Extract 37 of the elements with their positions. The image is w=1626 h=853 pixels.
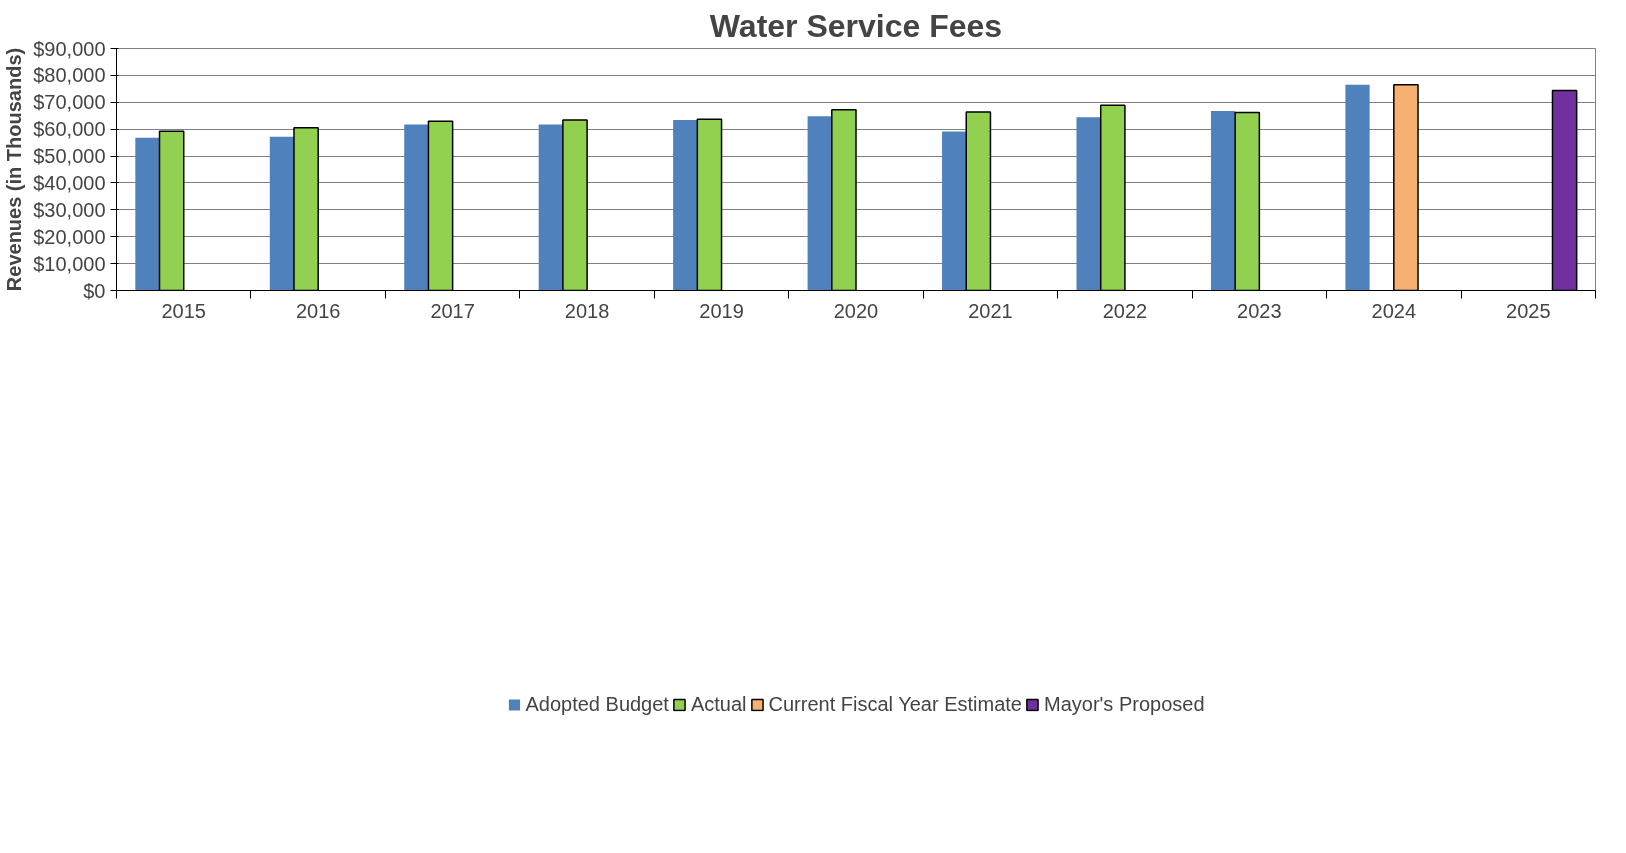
bar xyxy=(673,120,698,291)
bar xyxy=(1076,117,1101,291)
y-tick-label: $50,000 xyxy=(33,145,106,168)
bar xyxy=(942,131,967,291)
legend-label: Current Fiscal Year Estimate xyxy=(768,692,1022,716)
bar xyxy=(538,124,563,291)
x-tick-label: 2022 xyxy=(1102,299,1148,322)
y-tick-label: $20,000 xyxy=(33,225,106,248)
y-tick-label: $80,000 xyxy=(33,64,106,87)
y-tick-label: $90,000 xyxy=(33,37,106,60)
chart-title: Water Service Fees xyxy=(709,7,1003,44)
bar xyxy=(135,137,160,291)
x-tick-label: 2016 xyxy=(295,299,341,322)
bar xyxy=(1345,84,1370,291)
x-tick-label: 2018 xyxy=(564,299,610,322)
x-tick-label: 2017 xyxy=(430,299,475,322)
y-tick-label: $0 xyxy=(83,279,106,302)
bar xyxy=(807,116,832,291)
y-tick-label: $30,000 xyxy=(33,198,106,221)
y-axis-title: Revenues (in Thousands) xyxy=(3,47,26,292)
legend-label: Actual xyxy=(690,692,747,716)
legend-label: Adopted Budget xyxy=(525,692,669,716)
bar xyxy=(269,136,294,291)
x-tick-label: 2021 xyxy=(968,299,1013,322)
x-tick-label: 2024 xyxy=(1371,299,1417,322)
y-tick-label: $10,000 xyxy=(33,252,106,275)
y-tick-label: $70,000 xyxy=(33,91,106,114)
y-tick-label: $40,000 xyxy=(33,171,106,194)
bar xyxy=(1210,110,1236,291)
y-tick-label: $60,000 xyxy=(33,118,106,141)
x-tick-label: 2020 xyxy=(833,299,879,322)
x-tick-label: 2023 xyxy=(1237,299,1282,322)
legend-label: Mayor's Proposed xyxy=(1043,692,1205,716)
x-tick-label: 2015 xyxy=(161,299,206,322)
x-tick-label: 2025 xyxy=(1506,299,1551,322)
bar xyxy=(404,124,429,291)
x-tick-label: 2019 xyxy=(699,299,744,322)
